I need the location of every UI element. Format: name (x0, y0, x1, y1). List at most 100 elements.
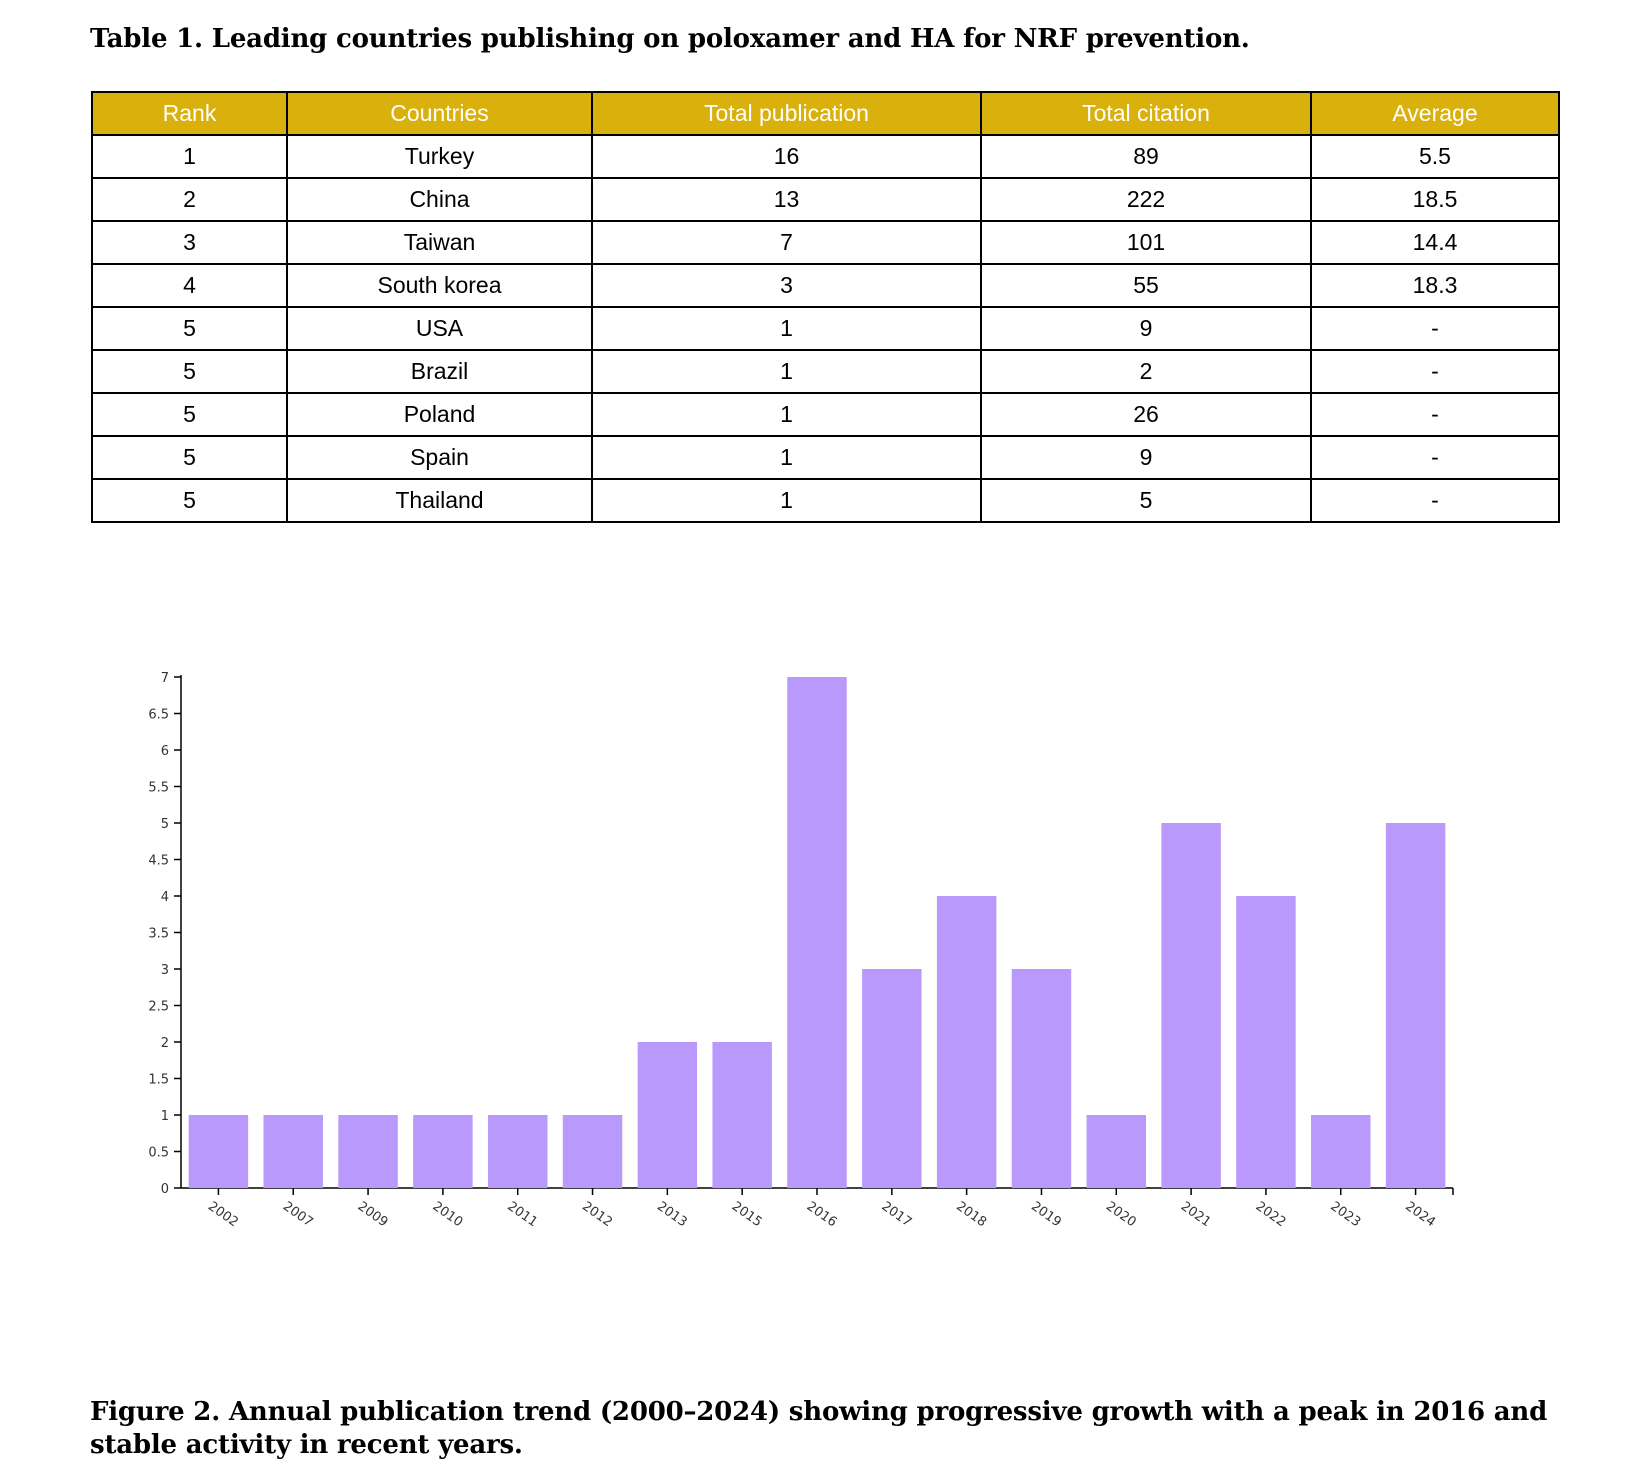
cell-total-citation: 101 (980, 220, 1312, 265)
x-tick-label: 2023 (1327, 1199, 1363, 1230)
cell-country: Taiwan (286, 220, 593, 265)
bar (1086, 1115, 1147, 1188)
bar (263, 1115, 323, 1188)
x-tick-label: 2010 (430, 1199, 466, 1230)
cell-average: - (1310, 306, 1560, 351)
cell-total-publication: 1 (591, 392, 982, 437)
y-tick-label: 3.5 (148, 927, 169, 942)
x-tick-label: 2015 (729, 1199, 765, 1230)
table-row: 2 China 13 222 18.5 (91, 177, 1560, 222)
bar (862, 969, 922, 1188)
bar (936, 896, 997, 1188)
cell-rank: 4 (91, 263, 288, 308)
bar (637, 1042, 698, 1188)
cell-rank: 3 (91, 220, 288, 265)
cell-total-publication: 7 (591, 220, 982, 265)
table-row: 5 Poland 1 26- (91, 392, 1560, 437)
y-tick-label: 5 (161, 817, 169, 832)
y-tick-label: 2.5 (148, 1000, 169, 1015)
bar (1161, 823, 1221, 1188)
countries-table: Rank Countries Total publication Total c… (91, 91, 1560, 523)
cell-total-publication: 1 (591, 306, 982, 351)
y-tick-label: 5.5 (148, 781, 169, 796)
x-tick-label: 2022 (1253, 1199, 1289, 1230)
cell-country: Turkey (286, 134, 593, 179)
cell-total-publication: 1 (591, 478, 982, 523)
x-tick-label: 2024 (1402, 1199, 1438, 1230)
cell-country: Thailand (286, 478, 593, 523)
publication-trend-chart: 0 0.5 1 1.5 2 2.5 3 3.5 4 4.5 5 5.5 6 6.5 7 2002 2007 200… (148, 671, 1454, 1230)
bar (562, 1115, 623, 1188)
header-total-publication: Total publication (591, 91, 982, 136)
table-row: 1 Turkey 16 89 5.5 (91, 134, 1560, 179)
x-tick-label: 2009 (355, 1199, 391, 1230)
cell-country: Spain (286, 435, 593, 480)
y-tick-label: 6.5 (148, 708, 169, 723)
table-row: 5 Brazil 1 2- (91, 349, 1560, 394)
y-tick-label: 4 (161, 890, 169, 905)
y-tick-label: 3 (161, 963, 169, 978)
cell-total-citation: 9 (980, 435, 1312, 480)
cell-rank: 5 (91, 435, 288, 480)
header-rank: Rank (91, 91, 288, 136)
cell-total-publication: 16 (591, 134, 982, 179)
x-tick-label: 2018 (953, 1199, 989, 1230)
cell-average: - (1310, 478, 1560, 523)
header-total-citation: Total citation (980, 91, 1312, 136)
bar (188, 1115, 249, 1188)
bar (712, 1042, 772, 1188)
header-countries: Countries (286, 91, 593, 136)
y-tick-label: 0 (161, 1182, 169, 1197)
x-tick-label: 2017 (879, 1199, 915, 1230)
cell-rank: 5 (91, 478, 288, 523)
cell-total-publication: 1 (591, 349, 982, 394)
table-row: 4 South korea 3 55 18.3 (91, 263, 1560, 308)
x-tick-label: 2019 (1028, 1199, 1064, 1230)
x-tick-label: 2016 (804, 1199, 840, 1230)
cell-rank: 5 (91, 349, 288, 394)
y-tick-label: 6 (161, 744, 169, 759)
cell-total-publication: 1 (591, 435, 982, 480)
cell-rank: 5 (91, 392, 288, 437)
table-body: 1 Turkey 16 89 5.5 2 China 13 222 18.5 3 Taiwan 7 101… (91, 134, 1560, 523)
cell-average: 18.3 (1310, 263, 1560, 308)
x-tick-label: 2012 (579, 1199, 615, 1230)
bar (487, 1115, 548, 1188)
cell-total-citation: 89 (980, 134, 1312, 179)
y-tick-label: 4.5 (148, 854, 169, 869)
header-average: Average (1310, 91, 1560, 136)
y-tick-label: 1.5 (148, 1073, 169, 1088)
cell-average: 14.4 (1310, 220, 1560, 265)
y-tick-label: 0.5 (148, 1146, 169, 1161)
cell-total-citation: 55 (980, 263, 1312, 308)
table-caption: Table 1. Leading countries publishing on… (90, 24, 1250, 54)
cell-total-citation: 26 (980, 392, 1312, 437)
table-header-row: Rank Countries Total publication Total c… (91, 91, 1560, 136)
cell-total-citation: 222 (980, 177, 1312, 222)
x-tick-label: 2013 (654, 1199, 690, 1230)
cell-country: South korea (286, 263, 593, 308)
bar (338, 1115, 398, 1188)
cell-country: USA (286, 306, 593, 351)
cell-rank: 5 (91, 306, 288, 351)
table-row: 5 USA 1 9- (91, 306, 1560, 351)
bar (1236, 896, 1296, 1188)
figure-caption: Figure 2. Annual publication trend (2000… (90, 1397, 1548, 1460)
bar (787, 677, 847, 1188)
cell-average: - (1310, 435, 1560, 480)
cell-country: Poland (286, 392, 593, 437)
y-tick-label: 1 (161, 1109, 169, 1124)
cell-total-citation: 9 (980, 306, 1312, 351)
cell-country: China (286, 177, 593, 222)
bar (1385, 823, 1446, 1188)
cell-average: 18.5 (1310, 177, 1560, 222)
cell-country: Brazil (286, 349, 593, 394)
bar (1011, 969, 1072, 1188)
cell-total-publication: 13 (591, 177, 982, 222)
x-tick-label: 2021 (1178, 1199, 1214, 1230)
x-tick-label: 2007 (280, 1199, 316, 1230)
cell-average: 5.5 (1310, 134, 1560, 179)
table-row: 3 Taiwan 7 101 14.4 (91, 220, 1560, 265)
cell-total-citation: 2 (980, 349, 1312, 394)
cell-total-publication: 3 (591, 263, 982, 308)
